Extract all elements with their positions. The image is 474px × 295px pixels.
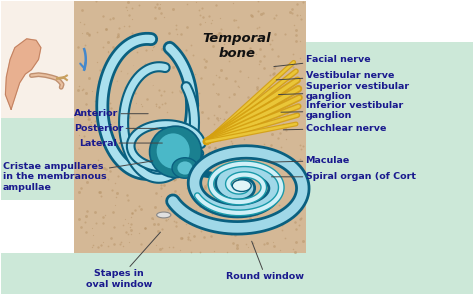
Ellipse shape bbox=[156, 212, 171, 218]
Ellipse shape bbox=[150, 126, 201, 178]
Bar bbox=[74, 1, 306, 253]
Text: Round window: Round window bbox=[227, 241, 304, 281]
Bar bbox=[0, 1, 74, 118]
Text: Temporal
bone: Temporal bone bbox=[203, 32, 271, 60]
Text: Lateral: Lateral bbox=[79, 139, 163, 148]
Text: Anterior: Anterior bbox=[74, 109, 148, 118]
Bar bbox=[0, 53, 74, 200]
Text: Vestibular nerve: Vestibular nerve bbox=[276, 71, 394, 80]
Text: Cochlear nerve: Cochlear nerve bbox=[283, 124, 386, 133]
Ellipse shape bbox=[232, 180, 251, 191]
FancyArrowPatch shape bbox=[197, 173, 210, 175]
Bar bbox=[0, 253, 474, 294]
Ellipse shape bbox=[172, 158, 198, 178]
Bar bbox=[74, 1, 303, 253]
Text: Inferior vestibular
ganglion: Inferior vestibular ganglion bbox=[281, 101, 403, 120]
Text: Superior vestibular
ganglion: Superior vestibular ganglion bbox=[279, 82, 409, 101]
Ellipse shape bbox=[177, 161, 192, 175]
Text: Posterior: Posterior bbox=[74, 124, 158, 133]
Text: Stapes in
oval window: Stapes in oval window bbox=[86, 232, 161, 289]
Text: Spiral organ (of Cort: Spiral organ (of Cort bbox=[272, 172, 416, 181]
Text: Maculae: Maculae bbox=[269, 156, 350, 165]
Ellipse shape bbox=[156, 133, 190, 168]
Text: Facial nerve: Facial nerve bbox=[274, 55, 370, 67]
Polygon shape bbox=[5, 39, 41, 109]
Bar bbox=[303, 42, 474, 253]
Text: Cristae ampullares
in the membranous
ampullae: Cristae ampullares in the membranous amp… bbox=[3, 161, 153, 192]
